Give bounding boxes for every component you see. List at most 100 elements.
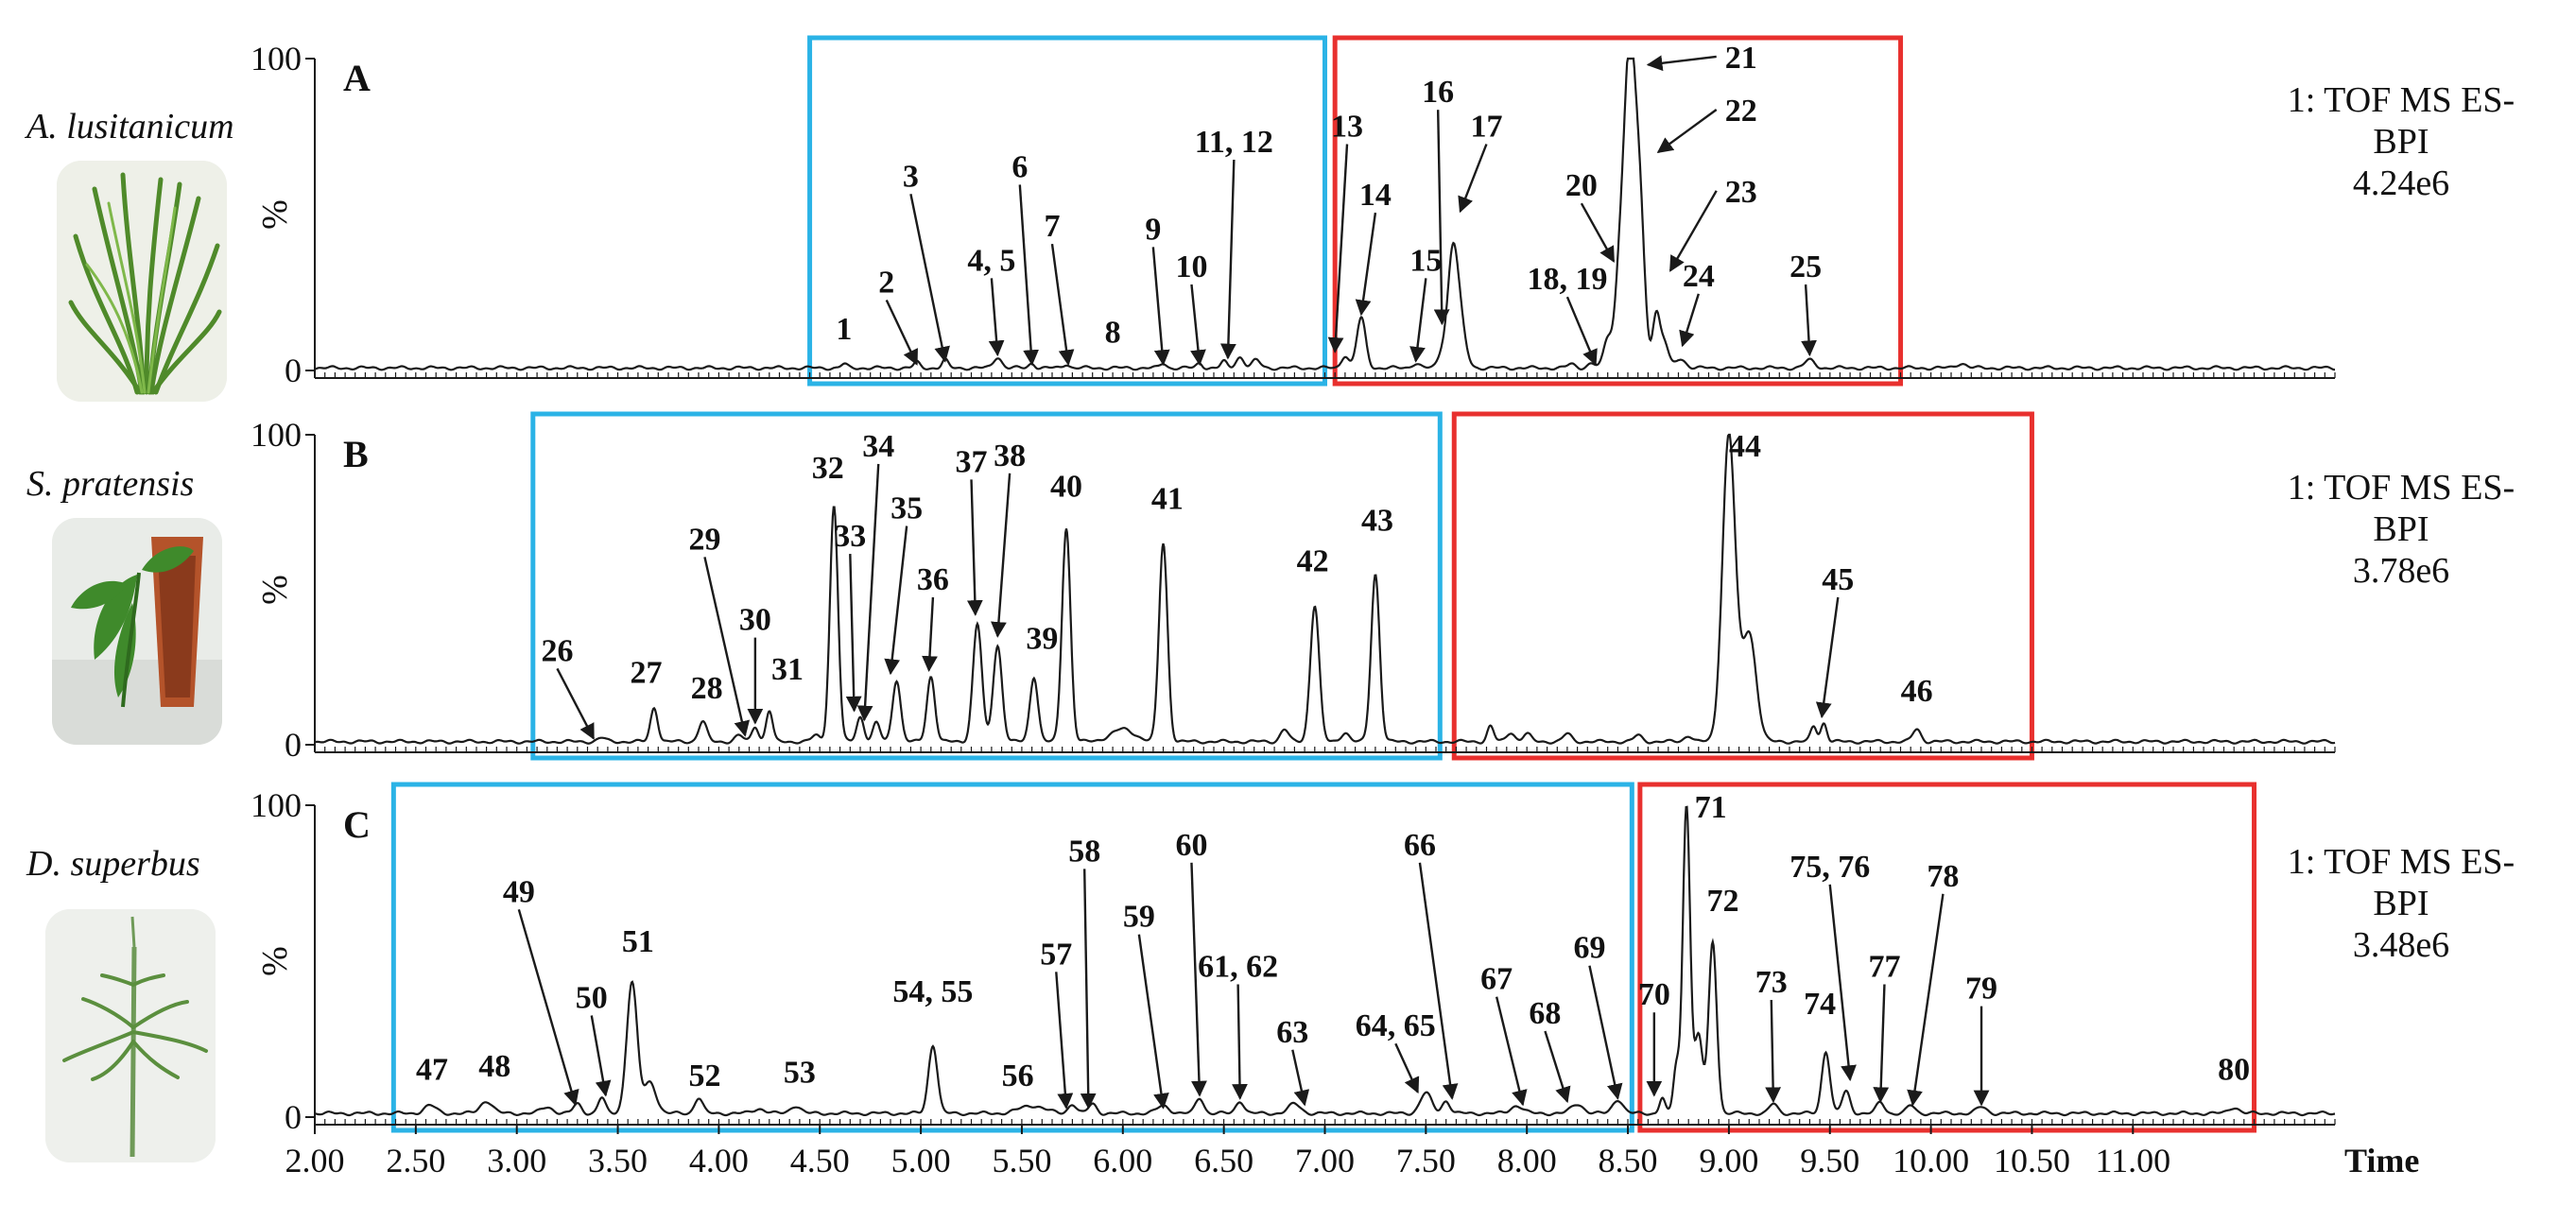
- peak-label: 28: [691, 671, 723, 706]
- detector-mode: 1: TOF MS ES-: [2240, 79, 2562, 121]
- y-tick-label: 100: [251, 40, 302, 77]
- peak-label: 3: [903, 159, 919, 194]
- peak-label: 48: [478, 1049, 510, 1084]
- peak-arrow: [1589, 966, 1617, 1098]
- highlight-box-red: [1640, 784, 2255, 1130]
- panel-letter: A: [343, 57, 371, 99]
- peak-label: 47: [416, 1052, 448, 1087]
- peak-label: 45: [1822, 562, 1854, 597]
- peak-label: 80: [2218, 1052, 2250, 1087]
- peak-arrow: [992, 278, 997, 354]
- y-axis-unit: %: [255, 199, 295, 230]
- peak-label: 27: [630, 655, 662, 690]
- peak-arrow: [557, 668, 593, 738]
- peak-label: 52: [688, 1059, 720, 1093]
- peak-label: 77: [1868, 950, 1900, 985]
- peak-arrow: [1567, 297, 1596, 364]
- peak-label: 44: [1729, 429, 1761, 464]
- x-minor-ticks: [315, 1119, 2335, 1125]
- peak-label: 38: [994, 439, 1026, 473]
- peak-label: 70: [1638, 977, 1670, 1012]
- peak-label: 56: [1002, 1059, 1034, 1093]
- peak-label: 20: [1565, 168, 1598, 203]
- peak-arrow: [850, 554, 854, 711]
- x-minor-ticks: [315, 747, 2335, 752]
- peak-arrow: [1020, 184, 1032, 364]
- panel-letter: B: [343, 433, 369, 475]
- peak-label: 60: [1175, 828, 1207, 863]
- peak-arrow: [929, 597, 933, 670]
- detector-mode: 1: TOF MS ES-: [2240, 841, 2562, 883]
- peak-label: 61, 62: [1198, 950, 1278, 985]
- panel-c: [305, 784, 2335, 1130]
- peak-label: 53: [784, 1056, 816, 1091]
- peak-label: 1: [836, 312, 852, 347]
- y-tick-label: 0: [285, 352, 302, 389]
- peak-label: 2: [878, 266, 894, 301]
- peak-arrow: [1056, 972, 1066, 1108]
- peak-arrow: [890, 526, 907, 674]
- peak-label: 51: [622, 924, 654, 959]
- peak-arrow: [864, 464, 878, 720]
- detector-trace: BPI: [2240, 508, 2562, 550]
- peak-arrow: [997, 473, 1010, 636]
- peak-label: 34: [862, 429, 894, 464]
- x-tick-label: 8.50: [1599, 1142, 1658, 1179]
- x-tick-label: 2.50: [386, 1142, 445, 1179]
- peak-label: 32: [812, 451, 844, 486]
- peak-label: 29: [688, 522, 720, 557]
- chromatogram-trace-c: [315, 807, 2335, 1115]
- detector-trace: BPI: [2240, 883, 2562, 924]
- peak-label: 26: [541, 633, 573, 668]
- peak-arrow: [704, 557, 745, 735]
- peak-arrow: [1806, 284, 1809, 355]
- peak-arrow: [519, 909, 576, 1105]
- x-tick-label: 3.00: [487, 1142, 546, 1179]
- peak-arrow: [1772, 1000, 1773, 1102]
- peak-arrow: [1228, 160, 1234, 358]
- peak-label: 21: [1725, 41, 1757, 76]
- y-tick-label: 100: [251, 416, 302, 454]
- peak-arrow: [1292, 1050, 1305, 1105]
- peak-label: 6: [1011, 149, 1028, 184]
- peak-arrow: [1822, 597, 1838, 716]
- y-axis-unit: %: [255, 575, 295, 605]
- peak-label: 50: [576, 981, 608, 1016]
- x-tick-label: 7.00: [1295, 1142, 1355, 1179]
- peak-label: 41: [1151, 482, 1184, 517]
- peak-arrow: [1648, 57, 1716, 65]
- peak-arrow: [592, 1016, 606, 1095]
- x-tick-label: 3.50: [588, 1142, 648, 1179]
- peak-arrow: [1084, 869, 1088, 1108]
- detector-trace: BPI: [2240, 121, 2562, 163]
- x-tick-label: 2.00: [285, 1142, 345, 1179]
- peak-label: 73: [1755, 965, 1788, 1000]
- panel-letter: C: [343, 803, 371, 846]
- peak-arrow: [1052, 244, 1068, 364]
- peak-label: 4, 5: [967, 243, 1015, 278]
- peak-label: 37: [956, 444, 988, 479]
- peak-arrow: [1139, 935, 1164, 1108]
- peak-label: 22: [1725, 94, 1757, 129]
- peak-label: 8: [1105, 315, 1121, 350]
- peak-label: 15: [1409, 243, 1442, 278]
- peak-arrow: [887, 301, 917, 365]
- peak-arrow: [1420, 863, 1452, 1098]
- peak-label: 33: [834, 519, 866, 554]
- species-name-b: S. pratensis: [26, 463, 194, 505]
- peak-arrow: [1545, 1031, 1567, 1102]
- detector-intensity: 4.24e6: [2240, 163, 2562, 204]
- peak-label: 30: [739, 603, 771, 638]
- x-tick-label: 10.50: [1994, 1142, 2070, 1179]
- peak-label: 54, 55: [892, 974, 973, 1009]
- peak-label: 7: [1045, 209, 1061, 244]
- x-tick-label: 6.50: [1194, 1142, 1253, 1179]
- highlight-box-red: [1454, 414, 2031, 758]
- peak-label: 64, 65: [1356, 1008, 1436, 1043]
- plant-photo-icon: [52, 518, 222, 745]
- x-tick-label: 8.00: [1497, 1142, 1557, 1179]
- peak-label: 24: [1683, 259, 1715, 294]
- peak-label: 58: [1068, 834, 1100, 869]
- x-tick-label: 9.00: [1699, 1142, 1758, 1179]
